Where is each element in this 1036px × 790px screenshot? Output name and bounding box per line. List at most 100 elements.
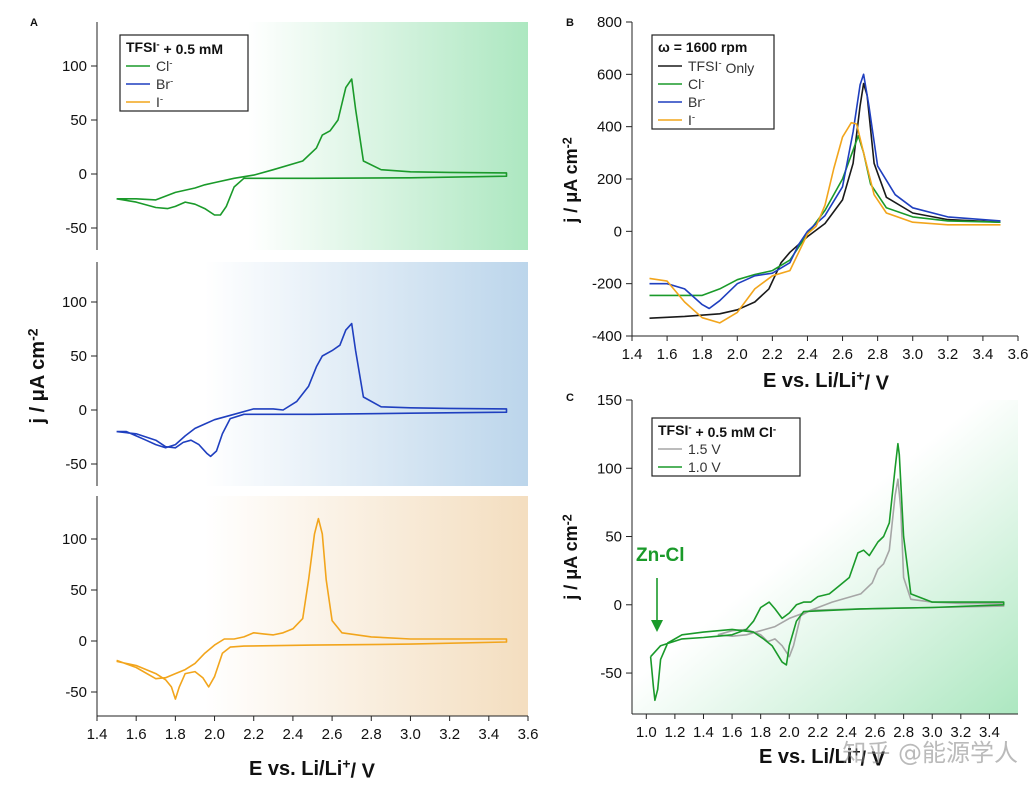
x-tick-label: 2.0 [204,726,225,743]
subplot-3: -50 0 50 100 [62,496,528,716]
y-tick-label: 600 [597,66,622,83]
x-tick-label: 3.2 [937,346,958,363]
legend-box [119,34,249,112]
y-tick-label: -50 [65,456,87,473]
x-tick-label: 1.4 [693,724,714,741]
y-axis-title: j / μA cm-2​ [560,137,581,224]
x-tick-label: 3.6 [1008,346,1029,363]
panel-c: C -50 0 50 100 150 1.0 1.2 1.4 1.6 1.8 2.0 2.2 2.4 2.6… [560,392,1018,771]
legend-label: TFSI-​ Only [688,58,754,76]
subplot-2: -50 0 50 100 [62,262,528,486]
annotation-label: Zn-Cl [636,545,685,566]
legend-label: I-​ [156,94,163,110]
y-tick-label: 50 [70,582,87,599]
y-axis-title: j / μA cm-2​ [560,514,581,601]
legend-label: 1.5 V [688,441,721,457]
x-axis-title: E vs. Li/Li+​/ V [759,744,886,771]
panel-a: A -50 0 50 100 -50 0 50 100 -50 0 50 100 1.4 1.6 1.8 2.0… [25,17,539,783]
series-line-1 [116,78,508,216]
annotation-arrowhead [651,620,663,632]
y-tick-label: 0 [614,223,622,240]
panel-label: C [566,392,574,404]
x-tick-label: 3.0 [902,346,923,363]
x-tick-label: 2.6 [865,724,886,741]
y-tick-label: 800 [597,14,622,31]
x-tick-label: 3.0 [922,724,943,741]
y-tick-label: 100 [62,294,87,311]
y-tick-label: 50 [70,348,87,365]
x-tick-label: 2.6 [832,346,853,363]
y-axis-title: j / μA cm-2​ [25,328,49,424]
series-line-3 [116,517,508,700]
y-tick-label: -50 [65,220,87,237]
x-tick-label: 3.6 [518,726,539,743]
series-line-2 [116,322,508,458]
series-line-2 [649,135,1001,297]
x-tick-label: 1.6 [126,726,147,743]
y-tick-label: -200 [592,276,622,293]
y-tick-label: -400 [592,328,622,345]
legend-label: Br-​ [688,94,705,110]
watermark: 知乎 @能源学人 [842,739,1018,767]
x-tick-label: 2.8 [867,346,888,363]
x-tick-label: 2.2 [762,346,783,363]
y-tick-label: 0 [79,402,87,419]
y-tick-label: 200 [597,171,622,188]
y-tick-label: 100 [62,58,87,75]
x-tick-label: 1.8 [692,346,713,363]
x-tick-label: 1.2 [664,724,685,741]
x-tick-label: 1.0 [636,724,657,741]
legend-title: TFSI-​ + 0.5 mM [126,39,223,57]
legend-label: Cl-​ [156,58,173,74]
x-tick-label: 2.6 [322,726,343,743]
series-line-1 [717,478,1005,658]
x-axis-title: E vs. Li/Li+​/ V [249,756,376,783]
x-tick-label: 3.0 [400,726,421,743]
x-tick-label: 3.4 [979,724,1000,741]
x-tick-label: 1.8 [750,724,771,741]
x-tick-label: 2.0 [727,346,748,363]
legend-box [651,34,775,130]
y-tick-label: 0 [79,166,87,183]
subplot-background [97,262,528,486]
y-tick-label: -50 [600,665,622,682]
y-tick-label: 50 [605,529,622,546]
panel-label: A [30,17,38,29]
legend-title: TFSI-​ + 0.5 mM Cl-​ [658,422,776,440]
x-tick-label: 1.8 [165,726,186,743]
series-line-4 [649,121,1001,324]
x-tick-label: 2.0 [779,724,800,741]
x-tick-label: 2.2 [243,726,264,743]
x-axis-title: E vs. Li/Li+​/ V [763,368,890,395]
series-line-2 [649,442,1005,702]
x-tick-label: 2.4 [282,726,303,743]
x-tick-label: 2.2 [807,724,828,741]
x-tick-label: 3.2 [439,726,460,743]
x-tick-label: 1.4 [87,726,108,743]
y-tick-label: 100 [62,531,87,548]
panel-label: B [566,17,574,29]
x-tick-label: 3.4 [478,726,499,743]
y-tick-label: 400 [597,119,622,136]
legend-label: 1.0 V [688,459,721,475]
x-tick-label: 2.8 [893,724,914,741]
subplot-background [97,496,528,716]
panel-b: B -400 -200 0 200 400 600 800 1.4 1.6 1.8 2.0 2.2 2.4… [560,14,1028,395]
y-tick-label: 150 [597,392,622,409]
y-tick-label: -50 [65,684,87,701]
x-tick-label: 3.2 [950,724,971,741]
series-line-3 [649,73,1001,310]
legend-label: I-​ [688,112,695,128]
x-tick-label: 3.4 [972,346,993,363]
legend-label: Cl-​ [688,76,705,92]
legend-title: ω = 1600 rpm [658,39,747,55]
y-tick-label: 0 [79,633,87,650]
y-tick-label: 50 [70,112,87,129]
y-tick-label: 0 [614,597,622,614]
legend-label: Br-​ [156,76,173,92]
x-tick-label: 2.8 [361,726,382,743]
x-tick-label: 2.4 [797,346,818,363]
x-tick-label: 1.4 [622,346,643,363]
x-tick-label: 2.4 [836,724,857,741]
